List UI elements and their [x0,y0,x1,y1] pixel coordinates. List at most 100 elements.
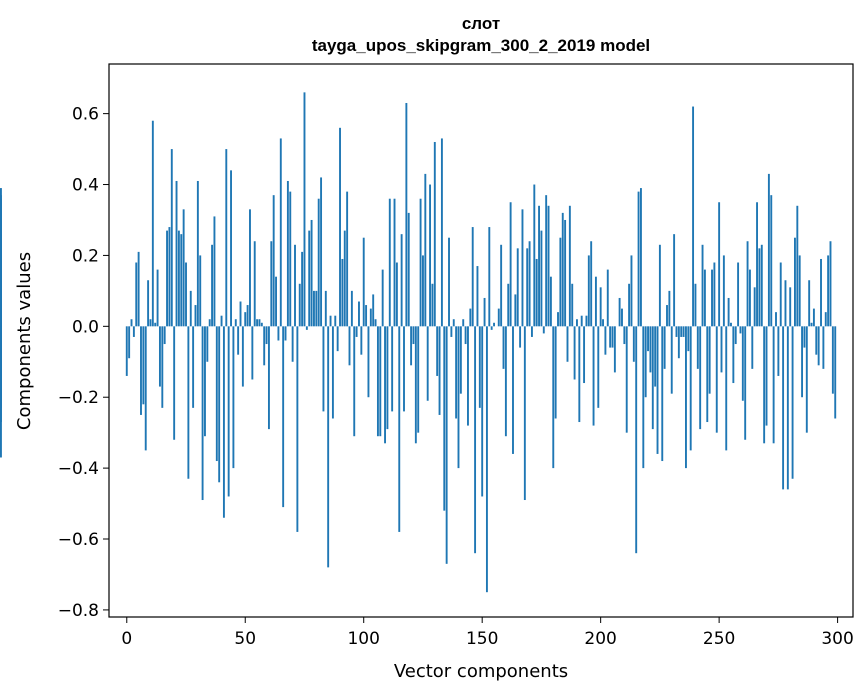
bar [763,326,766,444]
bar [151,120,154,327]
bar [405,102,408,327]
bar [294,244,296,327]
bar [464,326,467,345]
bar [296,326,299,532]
bar [720,326,723,373]
bar [606,269,609,327]
bar [796,205,799,327]
bar [673,234,676,327]
bar [272,195,275,327]
bar [395,262,398,327]
bar [429,184,432,327]
bar [189,290,192,327]
bar [168,227,171,327]
bar [580,315,583,327]
bar [535,258,538,327]
bar [760,244,763,327]
bar [753,287,756,327]
bar [594,276,597,327]
bar [237,326,240,355]
bar [772,326,775,444]
bar [701,244,704,327]
bar [613,326,616,373]
bar [540,230,543,327]
bar [523,326,526,501]
bar [822,326,825,369]
bar [599,287,602,327]
bar [770,195,773,327]
bar [552,326,555,469]
y-axis-label: Components values [14,252,35,430]
bar [573,326,576,380]
bar [829,241,832,327]
bar [128,326,131,359]
bar-series [0,92,837,593]
bar [718,202,721,327]
bar [249,209,251,327]
y-tick-label: 0.4 [72,176,99,196]
bar [187,326,190,479]
bar [277,326,280,341]
bar [680,326,683,337]
y-axis-ticks: −0.8 −0.6 −0.4 −0.2 0.0 0.2 0.4 0.6 [58,105,109,621]
bar [791,326,794,479]
bar [827,255,830,327]
chart-subtitle: tayga_upos_skipgram_300_2_2019 model [312,36,650,55]
bar [635,326,638,554]
x-tick-label: 300 [821,629,853,649]
bar [805,326,808,433]
bar [459,326,462,394]
y-tick-label: −0.8 [58,601,99,621]
bar [329,315,332,327]
bar [625,326,628,433]
bar [637,191,640,327]
bar [706,326,709,423]
bar [623,326,626,345]
bar [663,326,666,369]
bar [353,326,356,437]
bar [230,170,232,327]
bar [504,326,507,437]
bar [374,319,377,327]
bar [727,297,730,327]
bar [227,326,230,497]
bar [782,326,785,490]
y-tick-label: −0.4 [58,459,99,479]
x-tick-label: 150 [466,629,498,649]
bar [490,326,493,330]
bar [739,326,742,334]
bar [571,283,574,327]
bar [516,248,519,327]
bar [204,326,206,437]
bar [313,290,315,327]
bar [559,237,562,327]
bar [388,198,391,327]
bar [455,326,458,419]
bar [234,319,237,327]
bar [488,227,491,327]
bar [384,326,386,444]
bar [286,180,289,327]
bar [611,326,614,348]
bar [407,212,410,327]
bar [358,301,360,327]
bar [557,312,559,327]
bar [211,244,214,327]
bar [592,326,595,426]
bar [379,326,382,437]
bar [440,138,443,327]
y-tick-label: 0.2 [72,246,99,266]
bar [831,326,834,394]
bar [166,230,168,327]
bar [810,322,813,327]
bar [500,244,503,327]
bar [422,255,424,327]
bar [267,326,270,430]
bar [260,322,263,327]
bar [737,262,740,327]
bar [812,308,815,327]
bar [251,326,254,380]
bar [194,305,197,327]
bar [177,230,180,327]
